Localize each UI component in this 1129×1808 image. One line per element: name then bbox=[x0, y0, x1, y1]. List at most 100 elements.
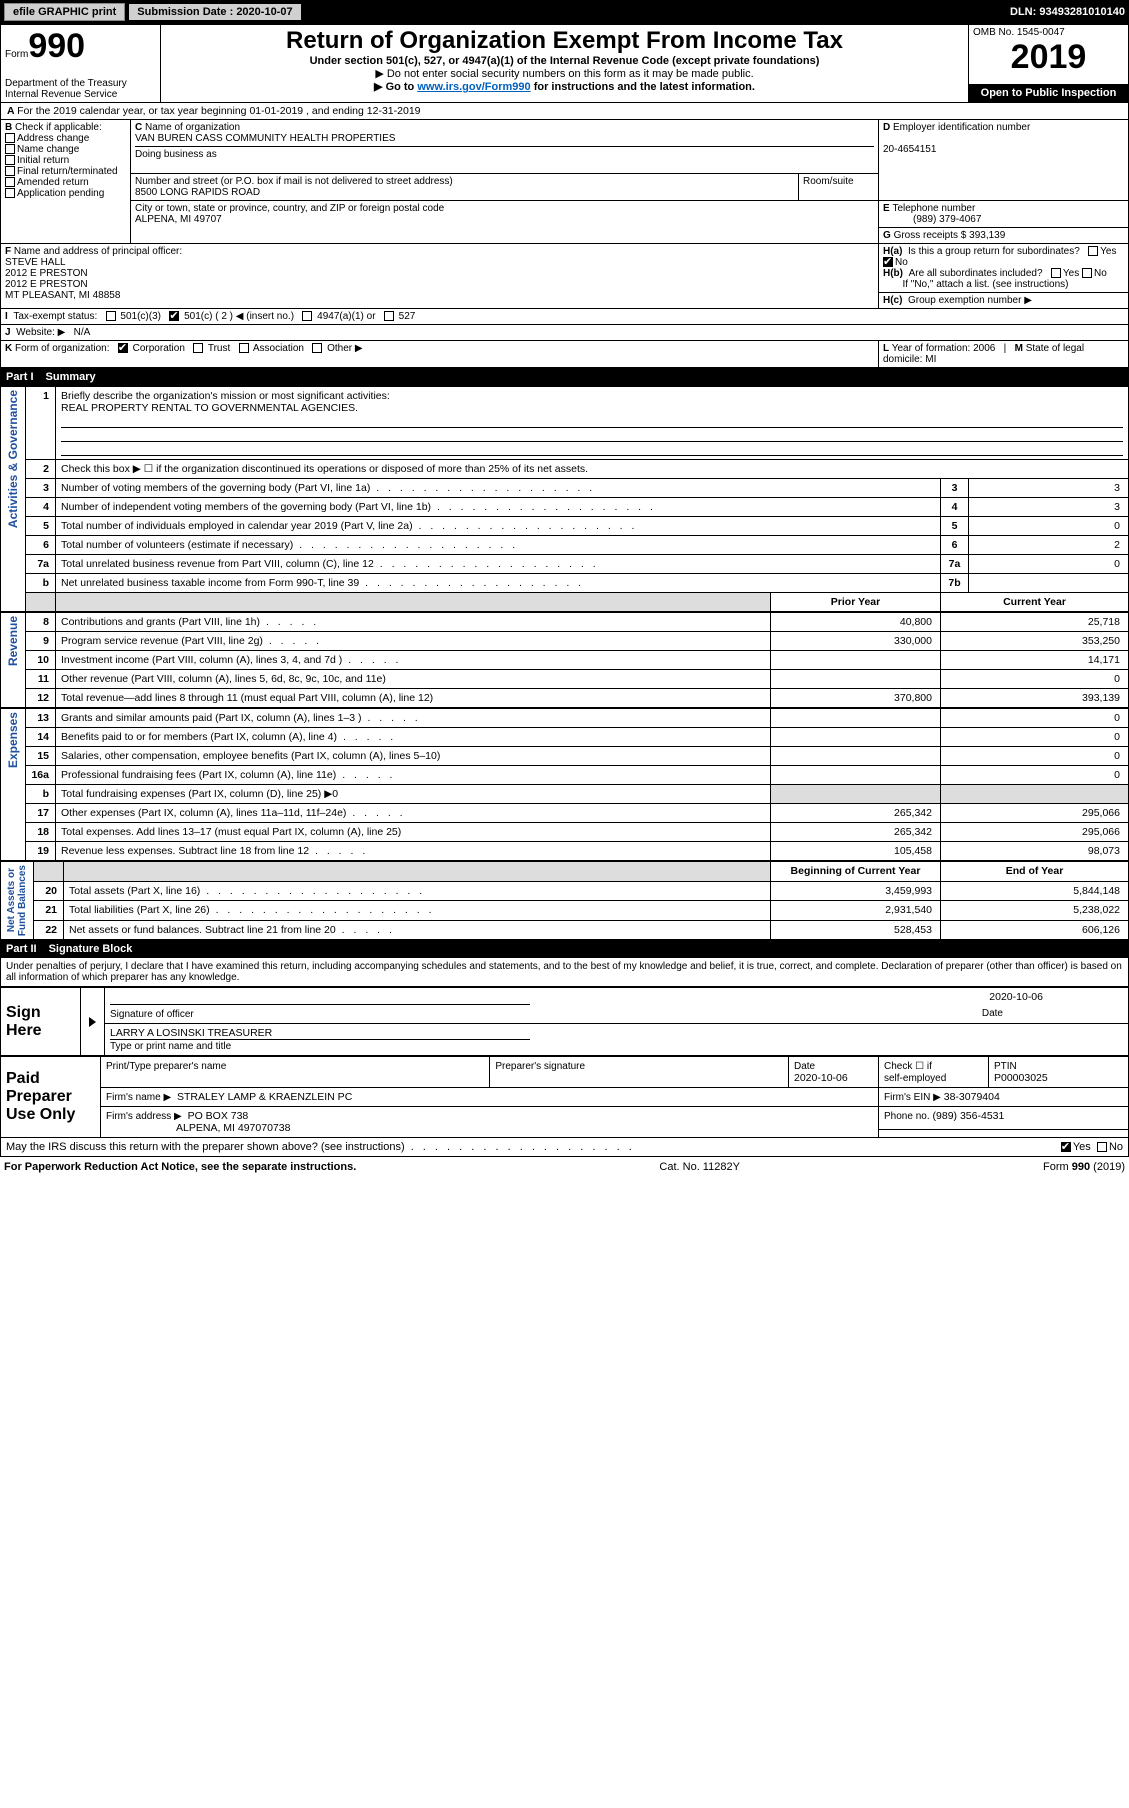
rev-11-py bbox=[771, 670, 941, 689]
row-5-box: 5 bbox=[941, 517, 969, 536]
footer: For Paperwork Reduction Act Notice, see … bbox=[0, 1157, 1129, 1177]
chk-address-change: Address change bbox=[17, 133, 89, 144]
rev-11-label: Other revenue (Part VIII, column (A), li… bbox=[56, 670, 771, 689]
exp-19-cy: 98,073 bbox=[941, 842, 1129, 861]
revenue-table: Revenue 8Contributions and grants (Part … bbox=[0, 612, 1129, 708]
subtitle-1: Under section 501(c), 527, or 4947(a)(1)… bbox=[165, 55, 964, 67]
exp-17-label: Other expenses (Part IX, column (A), lin… bbox=[56, 804, 771, 823]
row-3-box: 3 bbox=[941, 479, 969, 498]
firm-name: STRALEY LAMP & KRAENZLEIN PC bbox=[177, 1091, 352, 1103]
state-domicile-value: MI bbox=[925, 354, 936, 365]
year-formation-value: 2006 bbox=[973, 343, 995, 354]
firm-addr: PO BOX 738 bbox=[188, 1110, 249, 1122]
chk-name-change: Name change bbox=[17, 144, 79, 155]
firm-addr-label: Firm's address ▶ bbox=[106, 1111, 182, 1122]
part1-table: Activities & Governance 1 Briefly descri… bbox=[0, 386, 1129, 612]
dept-treasury: Department of the Treasury Internal Reve… bbox=[5, 78, 156, 100]
firm-name-label: Firm's name ▶ bbox=[106, 1092, 171, 1103]
footer-right: Form 990 (2019) bbox=[1043, 1161, 1125, 1173]
hb-no: No bbox=[1094, 268, 1107, 279]
na-21-boy: 2,931,540 bbox=[771, 901, 941, 921]
na-21-eoy: 5,238,022 bbox=[941, 901, 1129, 921]
form-label: Form bbox=[5, 49, 28, 60]
firm-phone: (989) 356-4531 bbox=[933, 1110, 1005, 1122]
prior-year-hdr: Prior Year bbox=[771, 593, 941, 612]
exp-13-label: Grants and similar amounts paid (Part IX… bbox=[56, 709, 771, 728]
city-state-zip: ALPENA, MI 49707 bbox=[135, 214, 222, 225]
exp-16b-py bbox=[771, 785, 941, 804]
row-4-box: 4 bbox=[941, 498, 969, 517]
org-name: VAN BUREN CASS COMMUNITY HEALTH PROPERTI… bbox=[135, 133, 395, 144]
rev-9-cy: 353,250 bbox=[941, 632, 1129, 651]
exp-18-label: Total expenses. Add lines 13–17 (must eq… bbox=[56, 823, 771, 842]
open-public-badge: Open to Public Inspection bbox=[969, 84, 1129, 102]
exp-14-py bbox=[771, 728, 941, 747]
current-year-hdr: Current Year bbox=[941, 593, 1129, 612]
side-expenses: Expenses bbox=[6, 712, 20, 768]
netassets-table: Net Assets or Fund Balances Beginning of… bbox=[0, 861, 1129, 940]
form-number: 990 bbox=[28, 27, 85, 65]
title-block: Form990 Department of the Treasury Inter… bbox=[0, 24, 1129, 103]
dba-label: Doing business as bbox=[135, 149, 217, 160]
rev-12-cy: 393,139 bbox=[941, 689, 1129, 708]
signature-table: Sign Here 2020-10-06 Signature of office… bbox=[0, 987, 1129, 1056]
rev-10-label: Investment income (Part VIII, column (A)… bbox=[56, 651, 771, 670]
ein-value: 20-4654151 bbox=[883, 144, 936, 155]
year-formation-label: Year of formation: bbox=[892, 343, 971, 354]
exp-13-py bbox=[771, 709, 941, 728]
row-5-label: Total number of individuals employed in … bbox=[56, 517, 941, 536]
org-info-table: B Check if applicable: Address change Na… bbox=[0, 119, 1129, 368]
na-22-eoy: 606,126 bbox=[941, 920, 1129, 940]
chk-app-pending: Application pending bbox=[17, 188, 104, 199]
date-label: Date bbox=[982, 1008, 1123, 1019]
row-4-label: Number of independent voting members of … bbox=[56, 498, 941, 517]
tax-exempt-label: Tax-exempt status: bbox=[13, 311, 97, 322]
prep-date-label: Date bbox=[794, 1061, 815, 1072]
irs-yes: Yes bbox=[1073, 1141, 1091, 1153]
eoy-hdr: End of Year bbox=[941, 862, 1129, 882]
officer-addr2: 2012 E PRESTON bbox=[5, 279, 88, 290]
rev-12-label: Total revenue—add lines 8 through 11 (mu… bbox=[56, 689, 771, 708]
part2-header: Part IISignature Block bbox=[0, 940, 1129, 958]
street-address: 8500 LONG RAPIDS ROAD bbox=[135, 187, 260, 198]
row-5-val: 0 bbox=[969, 517, 1129, 536]
rev-8-py: 40,800 bbox=[771, 613, 941, 632]
opt-4947: 4947(a)(1) or bbox=[317, 311, 375, 322]
org-name-label: Name of organization bbox=[145, 122, 240, 133]
row-7b-box: 7b bbox=[941, 574, 969, 593]
row-7a-box: 7a bbox=[941, 555, 969, 574]
exp-17-py: 265,342 bbox=[771, 804, 941, 823]
exp-18-py: 265,342 bbox=[771, 823, 941, 842]
opt-527: 527 bbox=[399, 311, 416, 322]
rev-8-cy: 25,718 bbox=[941, 613, 1129, 632]
chk-initial-return: Initial return bbox=[17, 155, 69, 166]
paid-preparer-label: Paid Preparer Use Only bbox=[1, 1057, 101, 1138]
k-trust: Trust bbox=[208, 343, 230, 354]
na-20-boy: 3,459,993 bbox=[771, 881, 941, 901]
part1-header: Part ISummary bbox=[0, 368, 1129, 386]
declaration-text: Under penalties of perjury, I declare th… bbox=[0, 958, 1129, 987]
subtitle-3: ▶ Go to www.irs.gov/Form990 for instruct… bbox=[165, 80, 964, 93]
form-org-label: Form of organization: bbox=[15, 343, 110, 354]
side-revenue: Revenue bbox=[6, 616, 20, 666]
room-suite-label: Room/suite bbox=[803, 176, 854, 187]
irs-link[interactable]: www.irs.gov/Form990 bbox=[417, 81, 530, 93]
rev-9-py: 330,000 bbox=[771, 632, 941, 651]
exp-16b-label: Total fundraising expenses (Part IX, col… bbox=[56, 785, 771, 804]
submission-date: Submission Date : 2020-10-07 bbox=[129, 4, 300, 20]
prep-sig-label: Preparer's signature bbox=[495, 1061, 585, 1072]
gross-receipts-label: Gross receipts $ bbox=[894, 230, 967, 241]
row-3-label: Number of voting members of the governin… bbox=[56, 479, 941, 498]
ha-no: No bbox=[895, 257, 908, 268]
na-20-eoy: 5,844,148 bbox=[941, 881, 1129, 901]
sig-date: 2020-10-06 bbox=[989, 991, 1123, 1003]
opt-501c3: 501(c)(3) bbox=[120, 311, 161, 322]
row-7a-val: 0 bbox=[969, 555, 1129, 574]
rev-12-py: 370,800 bbox=[771, 689, 941, 708]
check-if-applicable: Check if applicable: bbox=[15, 122, 102, 133]
row-6-box: 6 bbox=[941, 536, 969, 555]
tax-year-line: A For the 2019 calendar year, or tax yea… bbox=[0, 103, 1129, 119]
phone-value: (989) 379-4067 bbox=[883, 214, 981, 225]
exp-15-cy: 0 bbox=[941, 747, 1129, 766]
hb-yes: Yes bbox=[1063, 268, 1079, 279]
